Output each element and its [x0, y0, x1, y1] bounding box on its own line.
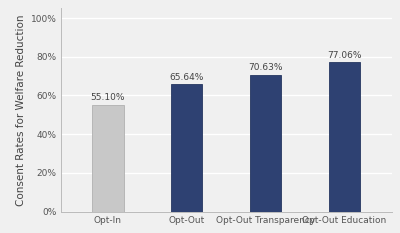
Bar	[250, 75, 281, 212]
Text: 65.64%: 65.64%	[170, 73, 204, 82]
Text: 55.10%: 55.10%	[90, 93, 125, 102]
Bar	[328, 62, 360, 212]
Bar	[92, 105, 124, 212]
Text: 77.06%: 77.06%	[327, 51, 362, 60]
Y-axis label: Consent Rates for Welfare Reduction: Consent Rates for Welfare Reduction	[16, 14, 26, 206]
Bar	[171, 85, 202, 212]
Text: 70.63%: 70.63%	[248, 63, 283, 72]
